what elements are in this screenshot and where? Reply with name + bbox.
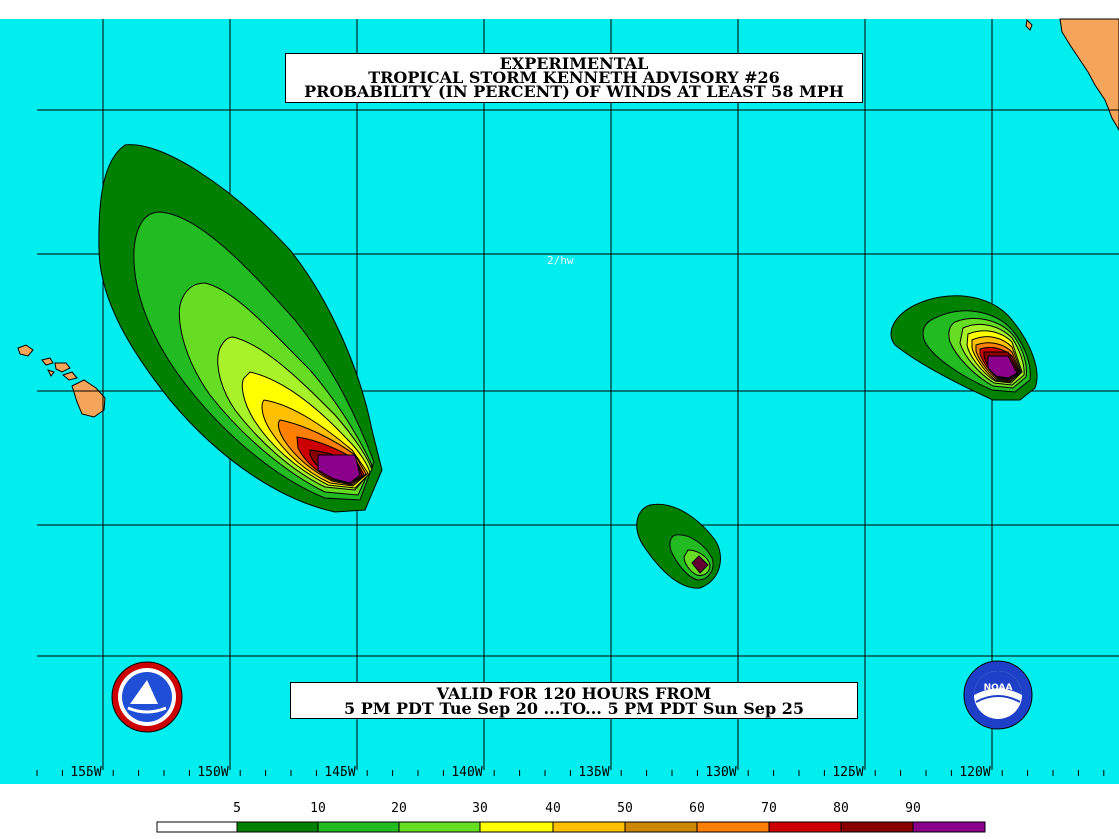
legend-swatch-5 xyxy=(479,821,554,833)
lon-label-135w: 135W xyxy=(578,765,610,780)
mainland-land xyxy=(1059,18,1119,131)
valid-line-1: VALID FOR 120 HOURS FROM xyxy=(436,683,712,703)
legend-swatch-9 xyxy=(768,821,842,833)
legend-bar xyxy=(156,821,986,833)
legend-swatch-11 xyxy=(912,821,986,833)
probability-swath-middle xyxy=(636,503,721,589)
valid-time-box: VALID FOR 120 HOURS FROM 5 PM PDT Tue Se… xyxy=(290,682,858,719)
lon-label-140w: 140W xyxy=(451,765,483,780)
baja-island xyxy=(1025,18,1033,31)
legend-label-80: 80 xyxy=(833,801,849,816)
nws-logo xyxy=(110,660,184,734)
legend-label-90: 90 xyxy=(905,801,921,816)
lon-label-145w: 145W xyxy=(324,765,356,780)
title-line-2: TROPICAL STORM KENNETH ADVISORY #26 xyxy=(368,68,780,87)
legend-swatch-4 xyxy=(398,821,481,833)
legend-swatch-3 xyxy=(317,821,400,833)
title-line-1: EXPERIMENTAL xyxy=(499,54,649,73)
swath-west-90pct xyxy=(317,454,361,484)
probability-swath-east xyxy=(890,295,1038,401)
title-line-3: PROBABILITY (IN PERCENT) OF WINDS AT LEA… xyxy=(304,82,844,101)
legend-label-5: 5 xyxy=(233,801,241,816)
legend-label-20: 20 xyxy=(391,801,407,816)
legend-label-30: 30 xyxy=(472,801,488,816)
legend-swatch-6 xyxy=(552,821,626,833)
lon-label-120w: 120W xyxy=(959,765,991,780)
tick-marks xyxy=(36,770,1105,776)
lon-label-125w: 125W xyxy=(832,765,864,780)
legend-label-70: 70 xyxy=(761,801,777,816)
noaa-logo: NOAA xyxy=(963,660,1033,730)
probability-swath-west xyxy=(98,144,383,513)
valid-line-2: 5 PM PDT Tue Sep 20 ...TO... 5 PM PDT Su… xyxy=(344,698,804,718)
lon-label-150w: 150W xyxy=(197,765,229,780)
legend-label-60: 60 xyxy=(689,801,705,816)
swath-east-90pct xyxy=(987,355,1018,379)
legend-label-40: 40 xyxy=(545,801,561,816)
lon-label-130w: 130W xyxy=(705,765,737,780)
legend-swatch-2 xyxy=(236,821,319,833)
map-credit-label: 2/hw xyxy=(547,254,574,267)
legend-label-10: 10 xyxy=(310,801,326,816)
legend-swatch-10 xyxy=(840,821,914,833)
lon-label-155w: 155W xyxy=(70,765,102,780)
legend-swatch-8 xyxy=(696,821,770,833)
legend-label-50: 50 xyxy=(617,801,633,816)
swath-middle-high xyxy=(691,555,709,574)
title-box: EXPERIMENTAL TROPICAL STORM KENNETH ADVI… xyxy=(285,53,863,103)
hawaiian-islands xyxy=(17,344,106,418)
legend-swatch-7 xyxy=(624,821,698,833)
legend-swatch-1 xyxy=(156,821,238,833)
noaa-logo-text: NOAA xyxy=(984,683,1013,693)
